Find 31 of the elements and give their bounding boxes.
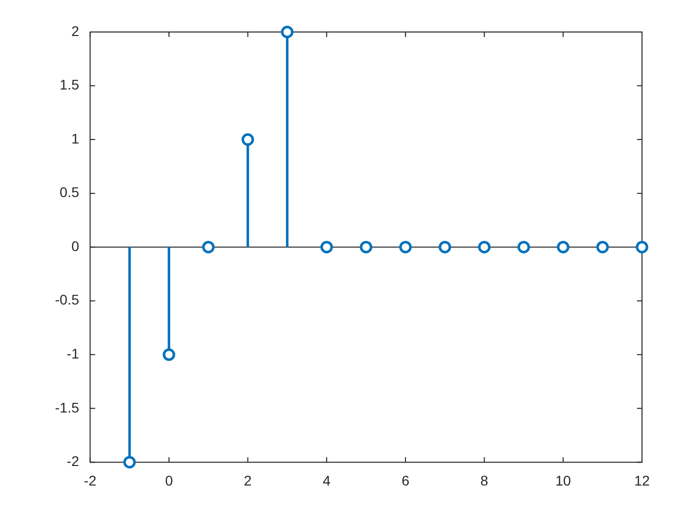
point <box>360 240 372 254</box>
point <box>556 240 570 254</box>
y-tick-label: -1 <box>66 346 80 362</box>
point <box>399 240 412 254</box>
point <box>123 456 136 468</box>
point <box>596 240 609 254</box>
y-tick-label: -2 <box>66 453 80 470</box>
point <box>636 240 648 254</box>
y-tick-label: 0 <box>71 238 80 254</box>
point <box>162 348 176 361</box>
x-tick-label: 8 <box>480 472 488 488</box>
point <box>242 133 254 146</box>
point <box>517 240 530 254</box>
y-tick-label: 1.5 <box>60 76 80 93</box>
x-tick-label: 6 <box>402 472 410 488</box>
x-tick-label: -2 <box>84 472 97 488</box>
x-tick-label: 0 <box>165 472 174 488</box>
x-tick-label: 2 <box>244 472 252 488</box>
point <box>202 240 215 254</box>
y-tick-label: 1 <box>71 130 80 146</box>
point <box>320 240 333 254</box>
y-tick-label: -1.5 <box>55 399 80 416</box>
point <box>280 26 294 38</box>
x-tick-label: 10 <box>555 472 572 488</box>
y-tick-label: 0.5 <box>60 184 80 200</box>
y-tick-label: 2 <box>71 22 80 39</box>
point <box>478 240 491 254</box>
x-tick-label: 12 <box>634 472 650 488</box>
x-tick-label: 4 <box>322 472 331 488</box>
point <box>438 240 452 254</box>
y-tick-label: -0.5 <box>55 292 80 308</box>
